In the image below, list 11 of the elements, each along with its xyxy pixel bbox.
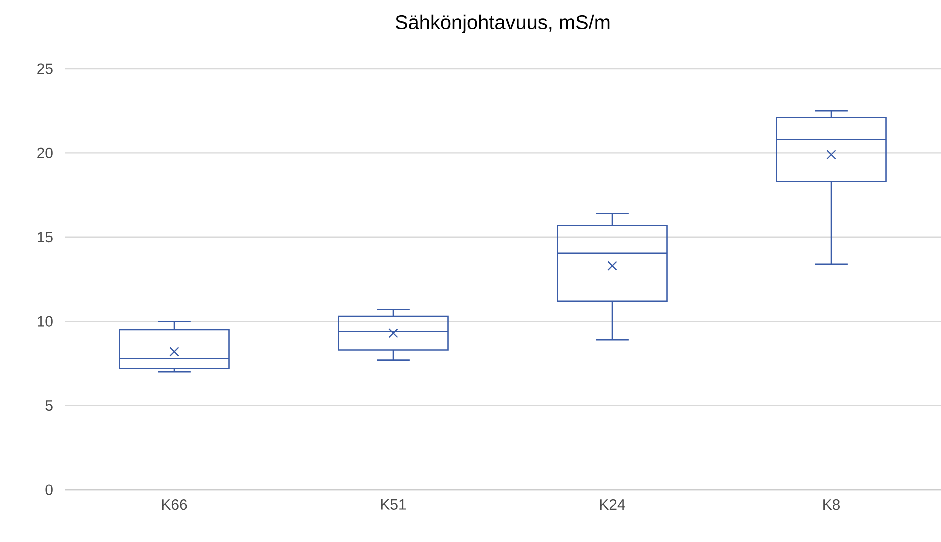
chart-title: Sähkönjohtavuus, mS/m xyxy=(396,14,610,34)
x-tick-label: K8 xyxy=(824,500,840,510)
x-tick-label: K24 xyxy=(600,500,626,510)
y-tick-label: 0 xyxy=(46,484,53,496)
y-tick-label: 20 xyxy=(38,148,53,158)
y-tick-label: 15 xyxy=(38,232,53,243)
x-tick-label: K51 xyxy=(381,500,406,510)
y-tick-label: 25 xyxy=(38,64,53,74)
y-tick-label: 10 xyxy=(38,316,53,327)
x-tick-label: K66 xyxy=(162,500,188,510)
y-tick-label: 5 xyxy=(46,400,53,412)
